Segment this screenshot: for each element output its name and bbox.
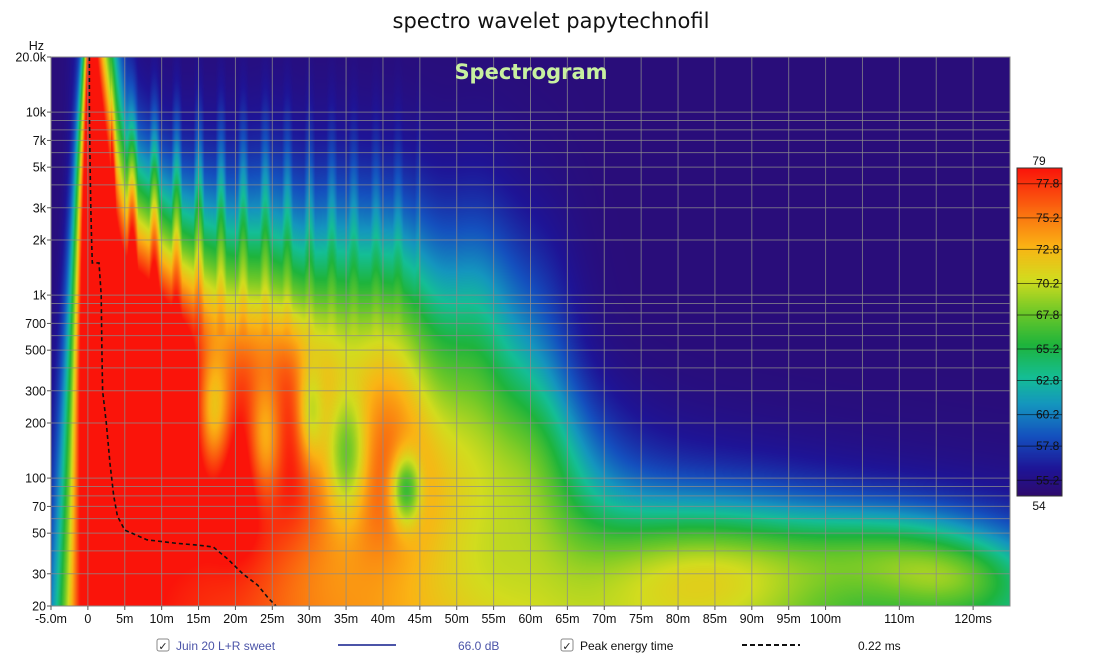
x-tick-label: 50m (445, 612, 469, 626)
y-tick-label: 20 (32, 600, 46, 614)
x-tick-label: 15m (186, 612, 210, 626)
x-tick-label: 120ms (954, 612, 992, 626)
x-tick-label: 35m (334, 612, 358, 626)
y-axis-unit-label: Hz (29, 39, 44, 53)
colorbar-tick-label: 55.2 (1036, 473, 1060, 487)
x-tick-label: 110m (884, 612, 914, 626)
x-tick-label: 90m (740, 612, 764, 626)
legend-checkbox[interactable] (560, 638, 574, 652)
x-tick-label: 65m (555, 612, 579, 626)
x-tick-label: 30m (297, 612, 321, 626)
y-tick-label: 50 (32, 527, 46, 541)
colorbar-ticks: 77.8 75.2 72.8 70.2 67.8 65.2 62.8 60.2 57.8 55.2 (1017, 177, 1062, 487)
y-tick-label: 500 (25, 344, 46, 358)
y-tick-label: 300 (25, 384, 46, 398)
x-tick-label: -5.0m (35, 612, 67, 626)
colorbar-min-label: 54 (1032, 499, 1046, 513)
x-tick-label: 25m (260, 612, 284, 626)
colorbar-tick-label: 67.8 (1036, 308, 1060, 322)
colorbar-tick-label: 57.8 (1036, 439, 1060, 453)
legend-checkbox[interactable] (156, 638, 170, 652)
check-icon: ✓ (158, 641, 167, 653)
legend-item-juin-20[interactable]: ✓ Juin 20 L+R sweet 66.0 dB (156, 638, 499, 653)
x-tick-label: 85m (703, 612, 727, 626)
x-tick-label: 100m (810, 612, 841, 626)
y-tick-label: 20.0k (15, 51, 46, 65)
x-tick-label: 5m (116, 612, 133, 626)
colorbar-tick-label: 72.8 (1036, 242, 1060, 256)
check-icon: ✓ (562, 641, 571, 653)
colorbar-tick-label: 70.2 (1036, 276, 1060, 290)
legend-value: 66.0 dB (458, 639, 499, 653)
y-tick-label: 700 (25, 317, 46, 331)
y-tick-label: 70 (32, 500, 46, 514)
x-tick-label: 60m (518, 612, 542, 626)
colorbar-max-label: 79 (1032, 154, 1046, 168)
x-tick-label: 10m (149, 612, 173, 626)
colorbar-tick-label: 77.8 (1036, 177, 1060, 191)
y-tick-label: 1k (33, 289, 47, 303)
spectrogram-overlay-title: Spectrogram (454, 60, 607, 84)
x-tick-label: 0 (84, 612, 91, 626)
x-tick-label: 55m (481, 612, 505, 626)
peak-energy-time-curve (88, 57, 277, 607)
y-axis: 20 30 50 70 100 200 300 500 700 1k 2k 3k 5k 7k 10k 20.0… (15, 51, 51, 614)
legend-label: Peak energy time (580, 639, 674, 653)
colorbar-gradient (1017, 168, 1062, 496)
x-tick-label: 70m (592, 612, 616, 626)
legend-label: Juin 20 L+R sweet (176, 639, 276, 653)
y-tick-label: 5k (33, 161, 47, 175)
colorbar-tick-label: 75.2 (1036, 211, 1060, 225)
y-tick-label: 10k (26, 106, 47, 120)
chart-title: spectro wavelet papytechnofil (393, 9, 710, 33)
x-tick-label: 80m (666, 612, 690, 626)
colorbar-tick-label: 62.8 (1036, 374, 1060, 388)
x-tick-label: 75m (629, 612, 653, 626)
legend-item-peak-energy-time[interactable]: ✓ Peak energy time 0.22 ms (560, 638, 901, 653)
y-tick-label: 3k (33, 201, 47, 215)
colorbar-tick-label: 60.2 (1036, 408, 1060, 422)
colorbar-frame (1016, 167, 1063, 497)
y-tick-label: 2k (33, 234, 47, 248)
colorbar-tick-label: 65.2 (1036, 342, 1060, 356)
x-tick-label: 45m (408, 612, 432, 626)
y-tick-label: 200 (25, 417, 46, 431)
grid-lines (50, 56, 1010, 607)
y-tick-label: 30 (32, 567, 46, 581)
y-tick-label: 7k (33, 134, 47, 148)
y-tick-label: 100 (25, 472, 46, 486)
x-tick-label: 20m (223, 612, 247, 626)
x-axis: -5.0m 0 5m 10m 15m 20m 25m 30m 35m 40m 45m 50m 55m 60… (35, 606, 992, 626)
legend: ✓ Juin 20 L+R sweet 66.0 dB ✓ Peak energ… (156, 638, 901, 653)
x-tick-label: 40m (371, 612, 395, 626)
x-tick-label: 95m (777, 612, 801, 626)
legend-value: 0.22 ms (858, 639, 901, 653)
